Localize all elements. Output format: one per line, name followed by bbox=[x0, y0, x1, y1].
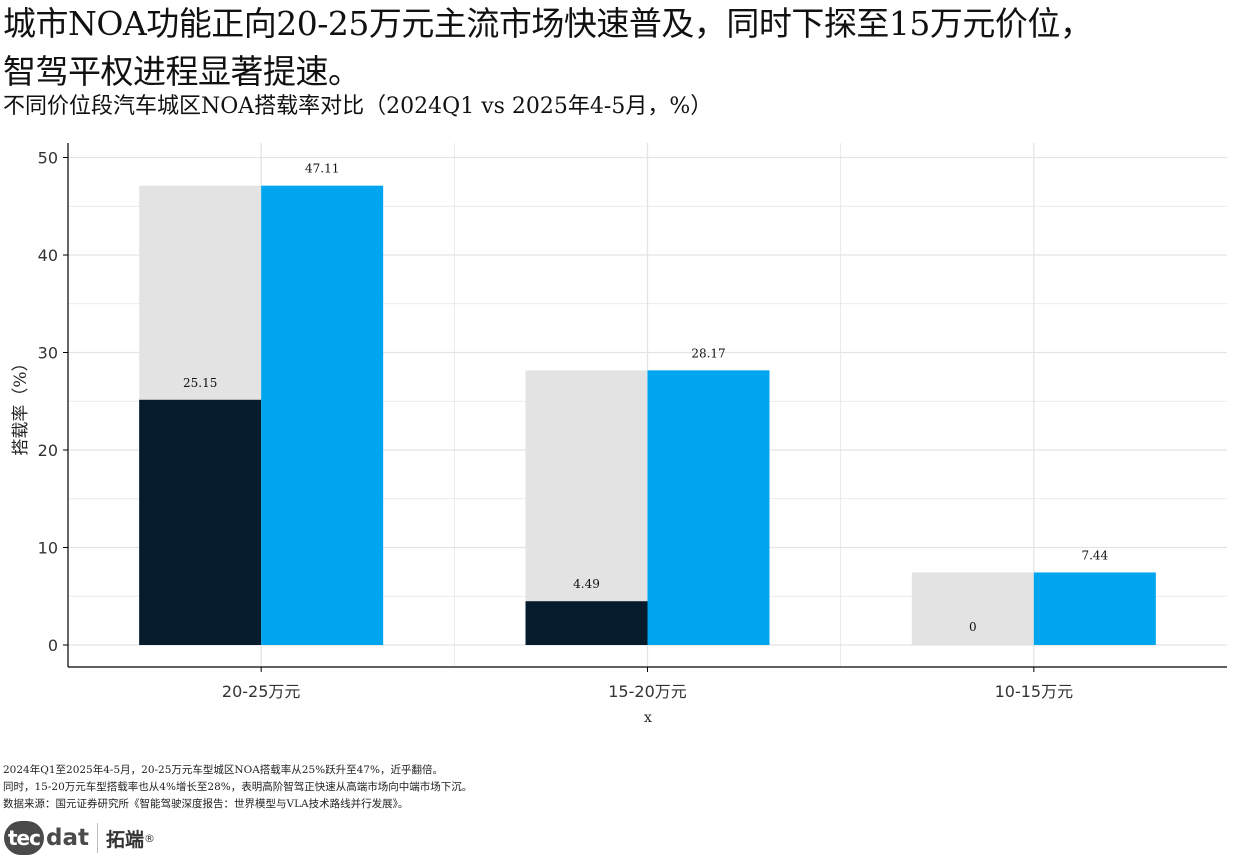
y-tick-label-0: 0 bbox=[48, 636, 58, 655]
headline: 城市NOA功能正向20-25万元主流市场快速普及，同时下探至15万元价位， 智驾… bbox=[3, 0, 1233, 96]
logo-chinese-name: 拓端 bbox=[105, 828, 144, 851]
x-tick-label-0: 20-25万元 bbox=[222, 682, 301, 701]
bar-2024-0 bbox=[139, 399, 262, 645]
bar-background-1 bbox=[525, 370, 648, 645]
x-tick-label-1: 15-20万元 bbox=[608, 682, 687, 701]
chart-title: 不同价位段汽车城区NOA搭载率对比（2024Q1 vs 2025年4-5月，%） bbox=[3, 94, 713, 119]
x-tick-label-2: 10-15万元 bbox=[995, 682, 1074, 701]
labels: 0 10 20 30 40 50 25.15 47.11 20-25万元 4.49 28.17 15-… bbox=[38, 149, 1109, 702]
brand-logo: tec dat 拓端 ® bbox=[4, 818, 155, 858]
bar-2024-1 bbox=[525, 601, 648, 645]
data-label-2024-1: 4.49 bbox=[573, 577, 600, 591]
data-label-2024-0: 25.15 bbox=[183, 376, 217, 390]
data-label-2025-0: 47.11 bbox=[305, 162, 339, 176]
bars bbox=[139, 185, 1156, 646]
logo-wordmark: dat bbox=[46, 825, 89, 851]
bar-chart: 0 10 20 30 40 50 25.15 47.11 20-25万元 4.49 28.17 15-… bbox=[11, 143, 1227, 726]
footnote-source: 数据来源：国元证券研究所《智能驾驶深度报告：世界模型与VLA技术路线并行发展》。 bbox=[3, 798, 409, 810]
data-label-2025-1: 28.17 bbox=[691, 346, 725, 360]
data-label-2025-2: 7.44 bbox=[1081, 548, 1108, 562]
bar-background-2 bbox=[911, 572, 1034, 645]
y-axis-label: 搭载率（%） bbox=[11, 354, 31, 455]
bar-2025-0 bbox=[261, 185, 384, 646]
y-tick-label-10: 10 bbox=[38, 539, 58, 558]
footnote-1: 2024年Q1至2025年4-5月，20-25万元车型城区NOA搭载率从25%跃… bbox=[3, 764, 443, 776]
y-tick-label-50: 50 bbox=[38, 149, 58, 168]
footnote-2: 同时，15-20万元车型搭载率也从4%增长至28%，表明高阶智驾正快速从高端市场… bbox=[3, 781, 473, 793]
headline-line-1: 城市NOA功能正向20-25万元主流市场快速普及，同时下探至15万元价位， bbox=[3, 4, 1093, 43]
y-tick-label-20: 20 bbox=[38, 441, 58, 460]
logo-divider bbox=[96, 823, 98, 853]
bar-2025-1 bbox=[647, 370, 770, 645]
logo-registered-mark: ® bbox=[144, 831, 155, 845]
bar-2025-2 bbox=[1033, 572, 1156, 645]
logo-badge: tec bbox=[4, 821, 44, 855]
x-axis-label: x bbox=[644, 710, 652, 726]
y-tick-label-40: 40 bbox=[38, 246, 58, 265]
y-tick-label-30: 30 bbox=[38, 344, 58, 363]
data-label-2024-2: 0 bbox=[969, 620, 977, 634]
footnotes: 2024年Q1至2025年4-5月，20-25万元车型城区NOA搭载率从25%跃… bbox=[3, 762, 472, 813]
headline-line-2: 智驾平权进程显著提速。 bbox=[3, 52, 361, 91]
